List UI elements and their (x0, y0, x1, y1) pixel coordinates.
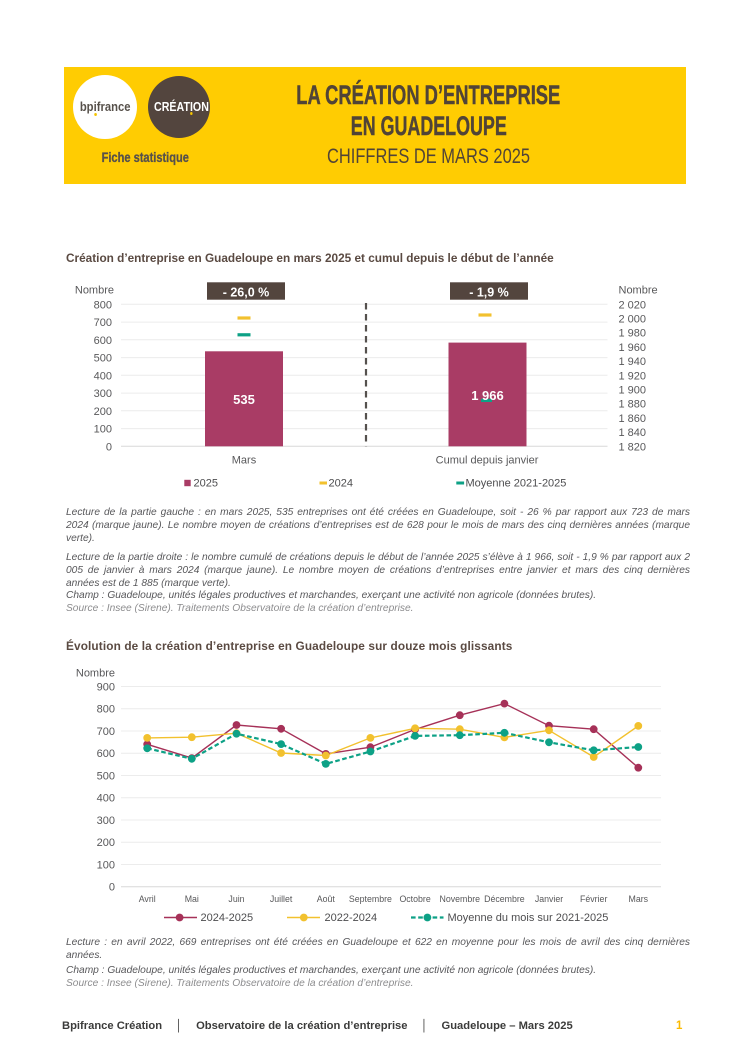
svg-text:1 980: 1 980 (619, 328, 647, 340)
svg-text:Juin: Juin (228, 894, 244, 904)
svg-text:600: 600 (94, 335, 112, 347)
svg-text:1 820: 1 820 (619, 441, 647, 453)
svg-text:- 26,0 %: - 26,0 % (223, 285, 270, 299)
svg-text:200: 200 (94, 406, 112, 418)
svg-text:0: 0 (109, 882, 115, 894)
svg-text:2 000: 2 000 (619, 314, 647, 326)
svg-text:Mars: Mars (232, 455, 257, 467)
svg-text:500: 500 (97, 771, 115, 783)
svg-text:2024-2025: 2024-2025 (201, 912, 254, 924)
svg-text:Nombre: Nombre (619, 285, 658, 297)
svg-text:- 1,9 %: - 1,9 % (469, 285, 509, 299)
svg-text:1 900: 1 900 (619, 385, 647, 397)
svg-text:Février: Février (580, 894, 607, 904)
svg-text:1 940: 1 940 (619, 356, 647, 368)
svg-text:300: 300 (97, 815, 115, 827)
svg-text:1 860: 1 860 (619, 413, 647, 425)
svg-text:500: 500 (94, 353, 112, 365)
svg-text:Octobre: Octobre (399, 894, 430, 904)
svg-text:2 020: 2 020 (619, 299, 647, 311)
svg-text:1 960: 1 960 (619, 342, 647, 354)
svg-text:Nombre: Nombre (76, 668, 115, 680)
svg-text:Mars: Mars (629, 894, 649, 904)
svg-text:Moyenne du mois sur 2021-2025: Moyenne du mois sur 2021-2025 (448, 912, 609, 924)
svg-text:400: 400 (97, 793, 115, 805)
svg-text:100: 100 (94, 424, 112, 436)
svg-text:Juillet: Juillet (270, 894, 293, 904)
svg-text:2025: 2025 (194, 478, 218, 490)
svg-text:Novembre: Novembre (440, 894, 481, 904)
svg-text:200: 200 (97, 837, 115, 849)
svg-text:2022-2024: 2022-2024 (325, 912, 378, 924)
svg-text:100: 100 (97, 860, 115, 872)
svg-text:Septembre: Septembre (349, 894, 392, 904)
svg-text:Nombre: Nombre (75, 285, 114, 297)
svg-text:2024: 2024 (329, 478, 353, 490)
svg-text:Cumul depuis janvier: Cumul depuis janvier (436, 455, 539, 467)
svg-text:400: 400 (94, 370, 112, 382)
svg-text:1 840: 1 840 (619, 427, 647, 439)
svg-text:1 966: 1 966 (471, 388, 504, 403)
svg-text:600: 600 (97, 748, 115, 760)
svg-text:900: 900 (97, 682, 115, 694)
svg-text:535: 535 (233, 392, 255, 407)
svg-text:0: 0 (106, 441, 112, 453)
svg-text:1 880: 1 880 (619, 399, 647, 411)
svg-text:Janvier: Janvier (535, 894, 563, 904)
svg-text:Moyenne 2021-2025: Moyenne 2021-2025 (466, 478, 567, 490)
svg-text:700: 700 (97, 726, 115, 738)
svg-text:Août: Août (317, 894, 336, 904)
svg-text:1 920: 1 920 (619, 370, 647, 382)
svg-text:Décembre: Décembre (484, 894, 525, 904)
svg-text:Mai: Mai (185, 894, 199, 904)
svg-text:800: 800 (97, 704, 115, 716)
svg-text:700: 700 (94, 317, 112, 329)
svg-text:800: 800 (94, 299, 112, 311)
svg-text:300: 300 (94, 388, 112, 400)
svg-text:Avril: Avril (139, 894, 156, 904)
